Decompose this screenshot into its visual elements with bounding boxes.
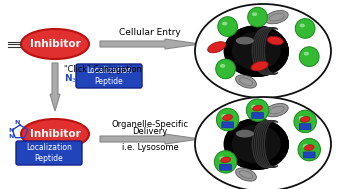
Text: Cellular Entry: Cellular Entry	[119, 28, 181, 37]
Ellipse shape	[224, 26, 289, 77]
Ellipse shape	[224, 119, 289, 170]
Ellipse shape	[225, 26, 289, 77]
Ellipse shape	[223, 118, 289, 170]
Ellipse shape	[220, 64, 225, 68]
Ellipse shape	[304, 145, 314, 150]
Ellipse shape	[225, 27, 289, 77]
Ellipse shape	[216, 59, 236, 79]
Text: Delivery: Delivery	[132, 127, 167, 136]
Ellipse shape	[223, 115, 233, 120]
Ellipse shape	[252, 12, 257, 16]
FancyBboxPatch shape	[303, 152, 315, 158]
Ellipse shape	[225, 119, 289, 170]
Ellipse shape	[236, 37, 254, 45]
Ellipse shape	[222, 22, 227, 26]
Ellipse shape	[226, 27, 289, 77]
Ellipse shape	[248, 7, 268, 27]
Ellipse shape	[265, 104, 288, 117]
FancyBboxPatch shape	[222, 122, 234, 128]
Ellipse shape	[232, 125, 281, 163]
Ellipse shape	[223, 25, 289, 77]
Text: Localization
Peptide: Localization Peptide	[86, 66, 132, 86]
Ellipse shape	[265, 11, 288, 24]
Text: Inhibitor: Inhibitor	[30, 39, 81, 49]
Ellipse shape	[304, 52, 309, 56]
Text: "Click" Conjugation: "Click" Conjugation	[64, 64, 142, 74]
Ellipse shape	[195, 4, 331, 98]
Ellipse shape	[294, 110, 316, 133]
Text: N: N	[8, 129, 14, 133]
Ellipse shape	[253, 105, 263, 111]
Ellipse shape	[216, 108, 239, 131]
Ellipse shape	[232, 32, 281, 70]
Ellipse shape	[303, 144, 309, 148]
Text: N$_3$: N$_3$	[64, 73, 77, 85]
Polygon shape	[100, 134, 200, 144]
Ellipse shape	[295, 19, 315, 38]
Ellipse shape	[21, 119, 89, 149]
Ellipse shape	[195, 97, 331, 189]
Text: N: N	[14, 121, 20, 125]
Ellipse shape	[218, 17, 238, 36]
Ellipse shape	[300, 24, 305, 27]
Ellipse shape	[300, 117, 310, 122]
Ellipse shape	[236, 75, 256, 88]
Ellipse shape	[224, 119, 289, 170]
Ellipse shape	[226, 120, 289, 170]
FancyBboxPatch shape	[220, 164, 232, 170]
Ellipse shape	[236, 130, 254, 138]
Ellipse shape	[226, 120, 289, 170]
Ellipse shape	[226, 27, 289, 77]
Ellipse shape	[227, 121, 289, 170]
Ellipse shape	[221, 114, 227, 118]
Polygon shape	[100, 39, 200, 49]
Ellipse shape	[267, 36, 283, 45]
Ellipse shape	[214, 151, 237, 173]
Text: Inhibitor: Inhibitor	[30, 129, 81, 139]
Ellipse shape	[21, 29, 89, 59]
Ellipse shape	[219, 156, 225, 161]
Ellipse shape	[251, 61, 268, 71]
Text: N: N	[8, 135, 14, 139]
Text: Localization
Peptide: Localization Peptide	[26, 143, 72, 163]
FancyBboxPatch shape	[252, 112, 264, 119]
Ellipse shape	[225, 120, 289, 170]
Ellipse shape	[227, 28, 289, 77]
Ellipse shape	[299, 47, 319, 67]
Text: Organelle-Specific: Organelle-Specific	[112, 120, 188, 129]
Ellipse shape	[224, 26, 289, 77]
Text: i.e. Lysosome: i.e. Lysosome	[122, 143, 178, 152]
Ellipse shape	[251, 105, 257, 109]
Ellipse shape	[299, 116, 305, 120]
Ellipse shape	[236, 168, 256, 181]
FancyBboxPatch shape	[76, 64, 142, 88]
FancyBboxPatch shape	[16, 141, 82, 165]
Polygon shape	[50, 63, 60, 111]
Ellipse shape	[221, 157, 231, 163]
Ellipse shape	[246, 99, 269, 121]
Ellipse shape	[208, 42, 226, 53]
Ellipse shape	[298, 138, 320, 161]
FancyBboxPatch shape	[299, 124, 311, 130]
